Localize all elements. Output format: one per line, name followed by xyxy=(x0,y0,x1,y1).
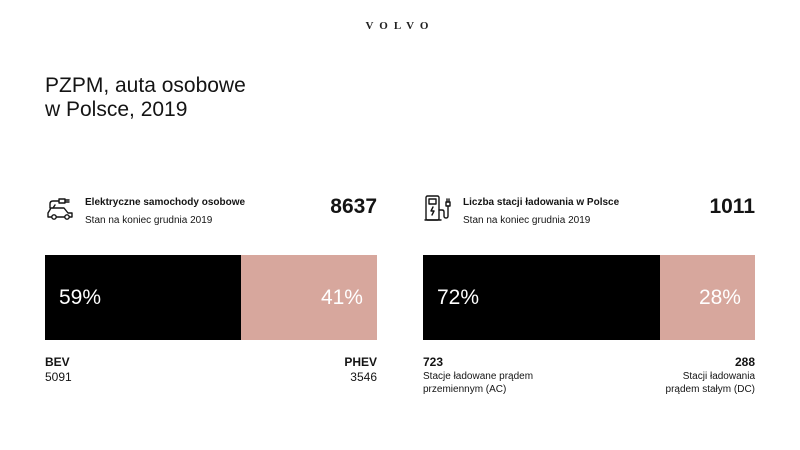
charging-stations-title: Liczba stacji ładowania w Polsce xyxy=(463,197,620,208)
bev-segment: 59% xyxy=(45,255,241,340)
ac-percent-label: 72% xyxy=(437,285,480,309)
ev-cars-total: 8637 xyxy=(330,195,377,218)
charging-stations-subtitle: Stan na koniec grudnia 2019 xyxy=(463,215,591,226)
ev-cars-title: Elektryczne samochody osobowe xyxy=(85,197,246,208)
ac-description: Stacje ładowane prądem przemiennym (AC) xyxy=(423,371,534,395)
dc-segment: 28% xyxy=(660,255,755,340)
charging-station-icon xyxy=(424,195,451,221)
bev-name: BEV xyxy=(45,355,70,369)
dc-value: 288 xyxy=(734,355,755,369)
phev-legend: PHEV 3546 xyxy=(344,355,377,385)
bev-legend: BEV 5091 xyxy=(45,355,72,385)
ac-segment: 72% xyxy=(423,255,661,340)
page-title: PZPM, auta osobowe w Polsce, 2019 xyxy=(45,74,246,121)
ev-cars-bar: 59% 41% xyxy=(45,255,377,340)
charging-stations-bar: 72% 28% xyxy=(423,255,755,340)
ev-cars-panel: Elektryczne samochody osobowe Stan na ko… xyxy=(45,190,377,410)
bev-value: 5091 xyxy=(45,370,72,384)
charging-stations-panel: Liczba stacji ładowania w Polsce Stan na… xyxy=(423,190,755,410)
dc-percent-label: 28% xyxy=(698,285,741,309)
dc-description: Stacji ładowania prądem stałym (DC) xyxy=(665,371,755,395)
phev-name: PHEV xyxy=(344,355,377,369)
electric-car-icon xyxy=(47,198,73,220)
ev-cars-subtitle: Stan na koniec grudnia 2019 xyxy=(85,215,213,226)
charging-stations-total: 1011 xyxy=(709,195,755,218)
phev-segment: 41% xyxy=(240,255,377,340)
dc-legend: 288 Stacji ładowania prądem stałym (DC) xyxy=(666,355,755,396)
bev-percent-label: 59% xyxy=(59,285,102,309)
volvo-logo: VOLVO xyxy=(365,20,435,32)
phev-value: 3546 xyxy=(350,370,377,384)
ac-legend: 723 Stacje ładowane prądem przemiennym (… xyxy=(423,355,533,396)
ac-value: 723 xyxy=(423,355,444,369)
phev-percent-label: 41% xyxy=(320,285,363,309)
